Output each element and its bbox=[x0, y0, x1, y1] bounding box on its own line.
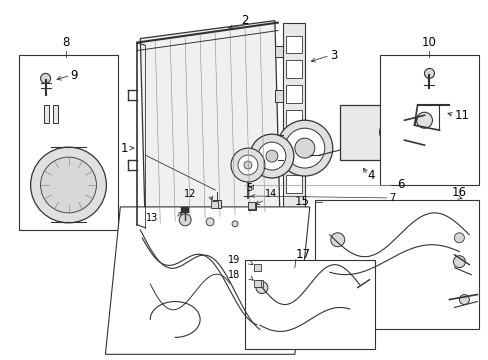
Text: 15: 15 bbox=[294, 195, 309, 208]
Bar bbox=[247, 202, 254, 209]
Circle shape bbox=[416, 112, 431, 128]
Text: 4: 4 bbox=[367, 168, 374, 181]
Circle shape bbox=[255, 282, 267, 293]
Bar bbox=[339, 105, 404, 160]
Circle shape bbox=[330, 233, 344, 247]
Bar bbox=[253, 264, 261, 271]
Text: 6: 6 bbox=[397, 179, 404, 192]
Circle shape bbox=[179, 214, 191, 226]
Bar bbox=[19, 55, 118, 230]
Text: 10: 10 bbox=[421, 36, 436, 49]
Text: 12: 12 bbox=[183, 189, 196, 199]
Bar bbox=[314, 200, 478, 329]
Text: 14: 14 bbox=[264, 189, 277, 199]
Circle shape bbox=[452, 256, 465, 268]
Circle shape bbox=[249, 134, 293, 178]
Polygon shape bbox=[140, 21, 279, 230]
Bar bbox=[285, 145, 301, 163]
Circle shape bbox=[41, 73, 50, 84]
Text: 17: 17 bbox=[295, 248, 310, 261]
Text: 19: 19 bbox=[227, 255, 240, 265]
Circle shape bbox=[386, 127, 396, 137]
Circle shape bbox=[285, 128, 324, 168]
Bar bbox=[247, 202, 255, 210]
Circle shape bbox=[276, 120, 332, 176]
Bar bbox=[213, 200, 221, 208]
Bar bbox=[255, 280, 263, 287]
Bar bbox=[52, 105, 58, 123]
Text: 9: 9 bbox=[70, 69, 78, 82]
Circle shape bbox=[258, 142, 285, 170]
Bar bbox=[181, 207, 189, 213]
Text: 11: 11 bbox=[453, 109, 468, 122]
Circle shape bbox=[230, 148, 264, 182]
Circle shape bbox=[232, 221, 238, 227]
Bar bbox=[285, 175, 301, 193]
Text: 18: 18 bbox=[227, 270, 240, 280]
Circle shape bbox=[294, 138, 314, 158]
Bar bbox=[274, 155, 283, 167]
Polygon shape bbox=[105, 207, 309, 354]
Circle shape bbox=[453, 233, 464, 243]
Text: 2: 2 bbox=[241, 14, 248, 27]
Text: 16: 16 bbox=[450, 186, 466, 199]
Bar bbox=[285, 110, 301, 128]
Circle shape bbox=[424, 68, 433, 78]
Bar bbox=[211, 201, 218, 208]
Circle shape bbox=[205, 218, 214, 226]
Bar bbox=[244, 260, 374, 349]
Circle shape bbox=[238, 155, 258, 175]
Bar bbox=[274, 45, 283, 58]
Text: 1: 1 bbox=[121, 141, 128, 155]
Text: 7: 7 bbox=[389, 193, 395, 203]
Bar bbox=[285, 36, 301, 54]
Bar bbox=[379, 55, 478, 185]
Text: 3: 3 bbox=[329, 49, 336, 62]
Circle shape bbox=[458, 294, 468, 305]
Bar bbox=[285, 85, 301, 103]
Text: 8: 8 bbox=[61, 36, 69, 49]
Bar bbox=[283, 23, 304, 227]
Text: 5: 5 bbox=[245, 183, 251, 193]
Bar bbox=[43, 105, 48, 123]
Circle shape bbox=[379, 120, 403, 144]
Circle shape bbox=[265, 150, 277, 162]
Circle shape bbox=[31, 147, 106, 223]
Text: 13: 13 bbox=[146, 213, 158, 223]
Bar bbox=[274, 90, 283, 102]
Circle shape bbox=[244, 161, 251, 169]
Bar bbox=[285, 60, 301, 78]
Circle shape bbox=[41, 157, 96, 213]
Bar bbox=[253, 280, 261, 287]
